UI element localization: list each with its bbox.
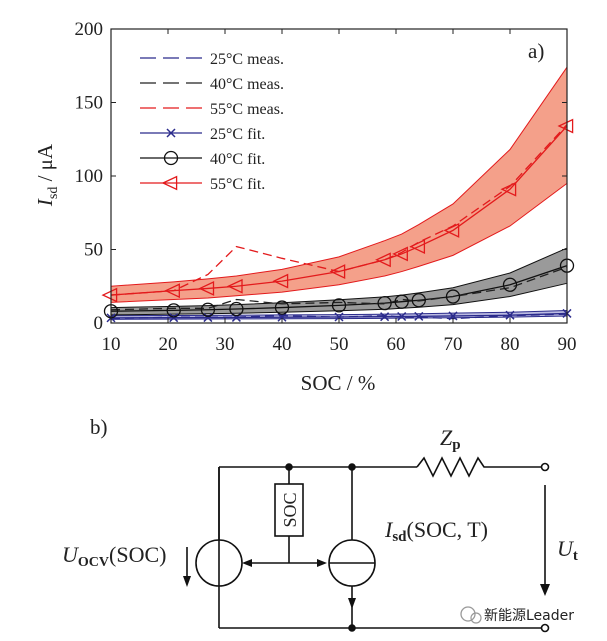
- marker-25°C fit.: [380, 312, 390, 322]
- chart-panel-a: 10 20 30 40 50 60 70 80 90 0 50 100 150 200 25°C meas…: [33, 19, 577, 395]
- x-tick-label: 30: [216, 334, 235, 355]
- marker-55°C fit.: [409, 239, 426, 254]
- x-tick-label: 60: [387, 334, 406, 355]
- x-tick-label: 80: [501, 334, 520, 355]
- band-upper-25°C fit.: [110, 310, 568, 317]
- y-tick-label: 150: [75, 93, 104, 114]
- marker-55°C fit.: [557, 118, 574, 134]
- impedance-resistor: [416, 456, 545, 478]
- watermark-text: 新能源Leader: [484, 608, 574, 624]
- y-tick-label: 100: [75, 166, 104, 187]
- marker-55°C fit.: [443, 222, 460, 238]
- y-tick-label: 0: [94, 313, 104, 334]
- confidence-bands: [110, 66, 568, 320]
- x-tick-label: 90: [558, 334, 577, 355]
- wechat-icon-inner: [470, 612, 482, 624]
- output-voltage-label: Ut: [557, 536, 578, 564]
- band-55°C fit.: [111, 67, 567, 303]
- x-tick-label: 70: [444, 334, 463, 355]
- marker-25°C fit.: [334, 312, 344, 322]
- terminal-top: [540, 462, 550, 472]
- legend-marker-40°C fit.: [163, 150, 179, 166]
- control-arrowhead-right: [317, 559, 327, 567]
- marker-25°C fit.: [448, 311, 458, 321]
- isd-arrowhead: [348, 598, 356, 609]
- legend-marker-55°C fit.: [161, 175, 178, 191]
- band-lower-55°C fit.: [110, 182, 568, 303]
- panel-a-label: a): [528, 39, 544, 63]
- marker-55°C fit.: [226, 278, 243, 294]
- marker-40°C fit.: [331, 298, 347, 313]
- terminal-bottom: [540, 623, 550, 633]
- axis-ticks: 10 20 30 40 50 60 70 80 90 0 50 100 150 200: [75, 19, 577, 355]
- legend: 25°C meas. 40°C meas. 55°C meas. 25°C fit. 4…: [140, 51, 284, 193]
- marker-40°C fit.: [502, 277, 518, 292]
- marker-55°C fit.: [164, 283, 180, 299]
- legend-label: 40°C meas.: [210, 76, 284, 93]
- impedance-label: Zp: [440, 425, 461, 453]
- wechat-icon: [460, 606, 476, 622]
- marker-55°C fit.: [272, 273, 289, 289]
- marker-40°C fit.: [445, 289, 461, 304]
- marker-55°C fit.: [500, 181, 517, 197]
- x-tick-label: 20: [159, 334, 178, 355]
- marker-40°C fit.: [200, 302, 216, 317]
- marker-55°C fit.: [375, 252, 391, 268]
- marker-55°C fit.: [392, 246, 408, 262]
- isd-label: Isd(SOC, T): [384, 517, 488, 545]
- y-axis-label: Isd / μA: [33, 143, 61, 207]
- marker-25°C fit.: [169, 313, 179, 323]
- marker-40°C fit.: [377, 296, 392, 311]
- y-tick-label: 50: [84, 240, 103, 261]
- marker-25°C fit.: [203, 313, 213, 323]
- legend-label: 55°C meas.: [210, 101, 284, 118]
- marker-55°C fit.: [198, 281, 215, 296]
- circuit-panel-b: b): [90, 415, 550, 633]
- marker-40°C fit.: [229, 301, 244, 317]
- band-upper-55°C fit.: [110, 66, 568, 287]
- legend-marker-25°C fit.: [166, 128, 176, 138]
- marker-25°C fit.: [414, 311, 424, 321]
- legend-label: 25°C meas.: [210, 51, 284, 68]
- marker-40°C fit.: [411, 293, 426, 308]
- band-40°C fit.: [111, 248, 567, 315]
- watermark: 新能源Leader: [460, 606, 574, 624]
- legend-label: 55°C fit.: [210, 176, 265, 193]
- soc-box-label: SOC: [280, 492, 300, 527]
- marker-40°C fit.: [274, 300, 290, 315]
- marker-25°C fit.: [505, 310, 515, 320]
- x-tick-label: 10: [102, 334, 121, 355]
- marker-40°C fit.: [166, 303, 181, 318]
- ocv-arrowhead: [183, 576, 191, 587]
- output-voltage-arrowhead: [540, 584, 550, 596]
- x-tick-label: 40: [273, 334, 292, 355]
- marker-40°C fit.: [394, 294, 409, 309]
- y-tick-label: 200: [75, 19, 104, 40]
- meas-line-25°C meas.: [110, 313, 568, 320]
- marker-25°C fit.: [397, 312, 407, 322]
- panel-b-label: b): [90, 415, 108, 439]
- marker-25°C fit.: [277, 312, 287, 322]
- x-tick-label: 50: [330, 334, 349, 355]
- marker-55°C fit.: [329, 264, 346, 279]
- legend-label: 25°C fit.: [210, 126, 265, 143]
- ocv-label: UOCV(SOC): [62, 542, 166, 570]
- meas-line-55°C meas.: [110, 124, 568, 296]
- circuit-labels: SOC Zp Ut UOCV(SOC) Isd(SOC, T): [62, 425, 578, 570]
- x-axis-label: SOC / %: [301, 371, 376, 395]
- marker-55°C fit.: [101, 287, 118, 303]
- control-arrowhead-left: [242, 559, 252, 567]
- legend-label: 40°C fit.: [210, 151, 265, 168]
